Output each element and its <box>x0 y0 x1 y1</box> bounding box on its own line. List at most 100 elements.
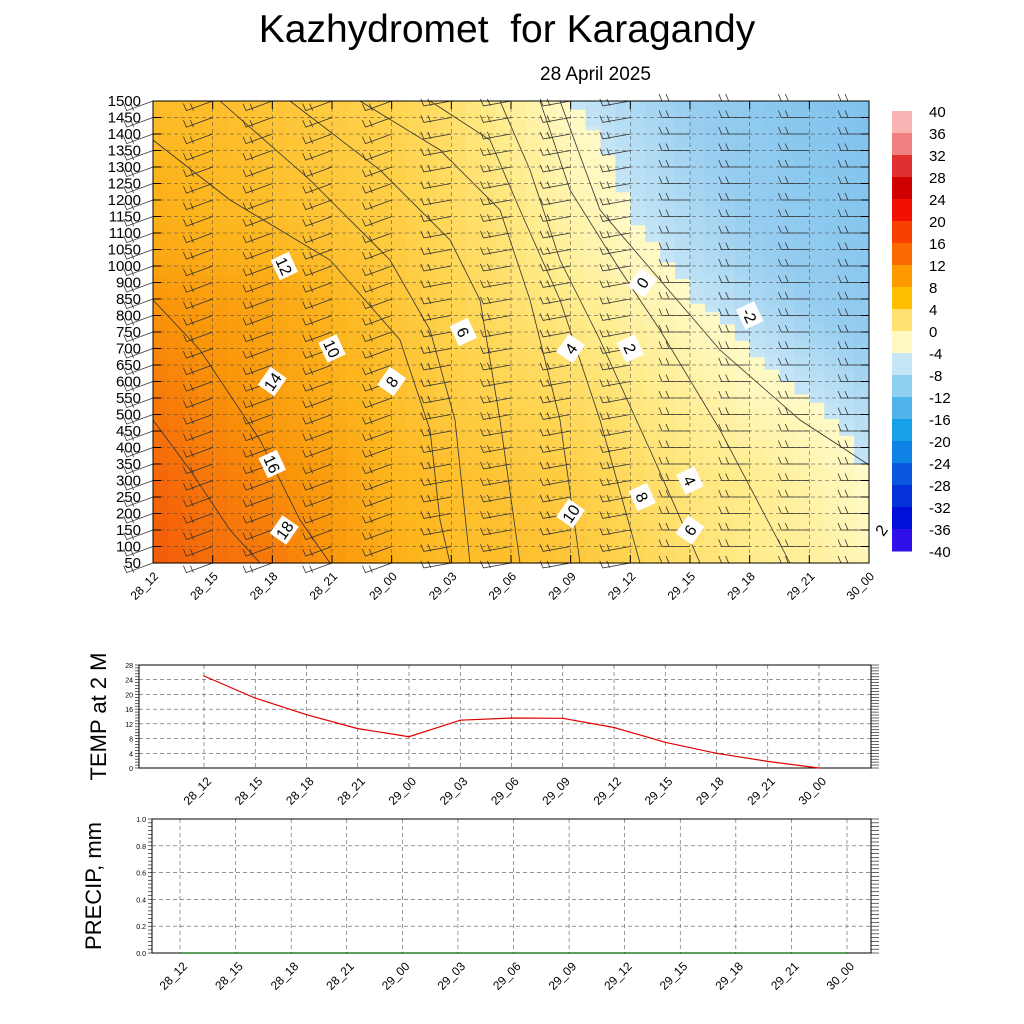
heatmap-cell <box>302 257 318 263</box>
heatmap-cell <box>794 426 810 432</box>
heatmap-cell <box>257 406 273 411</box>
heatmap-cell <box>525 171 542 176</box>
heatmap-cell <box>555 332 572 337</box>
heatmap-cell <box>153 443 169 449</box>
heatmap-cell <box>466 352 482 358</box>
heatmap-cell <box>794 307 810 312</box>
heatmap-cell <box>555 154 572 160</box>
heatmap-cell <box>600 270 617 275</box>
heatmap-cell <box>645 311 661 317</box>
heatmap-cell <box>585 266 602 271</box>
heatmap-cell <box>317 224 333 230</box>
heatmap-cell <box>749 468 766 473</box>
heatmap-cell <box>675 398 691 403</box>
heatmap-cell <box>779 224 796 230</box>
heatmap-cell <box>167 138 184 143</box>
heatmap-cell <box>481 459 497 465</box>
heatmap-cell <box>391 406 408 411</box>
heatmap-cell <box>824 455 840 461</box>
heatmap-cell <box>615 393 631 399</box>
heatmap-cell <box>794 451 810 457</box>
heatmap-cell <box>660 455 676 461</box>
heatmap-cell <box>317 294 333 300</box>
heatmap-cell <box>346 228 363 234</box>
heatmap-cell <box>675 315 691 321</box>
heatmap-cell <box>391 179 408 185</box>
heatmap-cell <box>525 294 542 300</box>
heatmap-cell <box>511 402 527 407</box>
heatmap-cell <box>525 484 542 490</box>
heatmap-cell <box>824 175 840 180</box>
heatmap-cell <box>257 356 273 362</box>
heatmap-cell <box>153 344 169 350</box>
heatmap-cell <box>332 286 348 292</box>
heatmap-cell <box>167 233 184 238</box>
heatmap-cell <box>630 175 646 180</box>
heatmap-cell <box>406 274 423 279</box>
heatmap-cell <box>734 294 751 300</box>
heatmap-cell <box>854 505 870 510</box>
heatmap-cell <box>346 525 363 531</box>
heatmap-cell <box>317 459 333 465</box>
heatmap-cell <box>839 501 855 506</box>
heatmap-cell <box>332 249 348 255</box>
heatmap-cell <box>525 542 542 548</box>
heatmap-cell <box>167 307 184 312</box>
heatmap-cell <box>272 191 288 197</box>
heatmap-cell <box>406 356 423 362</box>
heatmap-cell <box>496 187 512 193</box>
heatmap-cell <box>511 484 527 490</box>
heatmap-cell <box>317 220 333 226</box>
heatmap-cell <box>242 204 259 209</box>
heatmap-cell <box>749 344 766 350</box>
heatmap-cell <box>764 373 781 378</box>
heatmap-cell <box>481 488 497 494</box>
heatmap-cell <box>167 546 184 552</box>
heatmap-cell <box>615 142 631 147</box>
heatmap-cell <box>675 422 691 428</box>
heatmap-cell <box>466 439 482 444</box>
heatmap-cell <box>749 385 766 391</box>
heatmap-cell <box>346 389 363 395</box>
heatmap-cell <box>854 418 870 424</box>
heatmap-cell <box>406 414 423 420</box>
heatmap-cell <box>496 385 512 391</box>
heatmap-cell <box>481 154 497 160</box>
heatmap-cell <box>764 377 781 383</box>
heatmap-cell <box>511 278 527 284</box>
heatmap-cell <box>361 336 378 341</box>
heatmap-cell <box>421 245 438 251</box>
heatmap-cell <box>511 431 527 436</box>
heatmap-cell <box>630 154 646 160</box>
heatmap-cell <box>660 158 676 164</box>
heatmap-cell <box>660 183 676 189</box>
heatmap-cell <box>809 369 825 374</box>
heatmap-cell <box>272 352 288 358</box>
heatmap-cell <box>854 554 870 560</box>
heatmap-cell <box>600 385 617 391</box>
heatmap-cell <box>719 175 736 180</box>
heatmap-cell <box>540 525 557 531</box>
heatmap-cell <box>376 307 393 312</box>
heatmap-cell <box>167 542 184 548</box>
heatmap-cell <box>645 546 661 552</box>
heatmap-cell <box>153 332 169 337</box>
heatmap-cell <box>585 431 602 436</box>
heatmap-cell <box>585 241 602 246</box>
heatmap-cell <box>302 558 318 564</box>
heatmap-cell <box>406 513 423 519</box>
heatmap-cell <box>391 402 408 407</box>
heatmap-cell <box>690 497 706 502</box>
heatmap-cell <box>212 245 229 251</box>
heatmap-cell <box>630 167 646 172</box>
heatmap-cell <box>570 200 587 205</box>
heatmap-cell <box>167 191 184 197</box>
heatmap-cell <box>809 171 825 176</box>
heatmap-cell <box>854 492 870 498</box>
heatmap-cell <box>391 134 408 139</box>
heatmap-cell <box>317 501 333 506</box>
heatmap-cell <box>630 146 646 152</box>
heatmap-cell <box>824 336 840 341</box>
heatmap-cell <box>511 348 527 354</box>
heatmap-cell <box>764 220 781 226</box>
